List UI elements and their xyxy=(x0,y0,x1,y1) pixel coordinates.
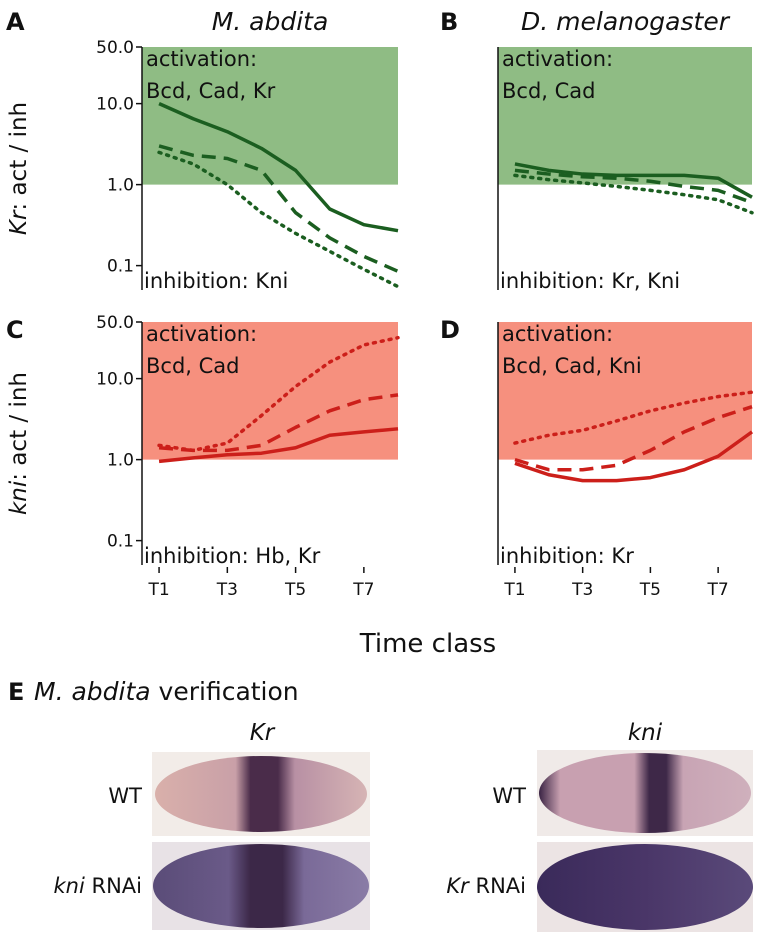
series-line xyxy=(514,168,753,205)
activation-label: Bcd, Cad xyxy=(146,354,240,378)
panel-title: M. abdita xyxy=(212,7,329,36)
x-tick-label: T5 xyxy=(284,580,306,600)
row-label: kni RNAi xyxy=(53,874,142,898)
panel-letter: E xyxy=(8,678,24,706)
row-label: WT xyxy=(492,784,526,808)
series-line xyxy=(514,430,754,483)
x-tick-label: T3 xyxy=(571,580,593,600)
x-tick-label: T3 xyxy=(216,580,238,600)
embryo-image xyxy=(152,752,370,836)
row-rest: RNAi xyxy=(91,874,142,898)
x-tick-label: T7 xyxy=(352,580,374,600)
series-line xyxy=(158,393,399,453)
activation-region xyxy=(142,322,398,460)
x-axis-label: Time class xyxy=(359,629,496,659)
activation-label: Bcd, Cad, Kni xyxy=(502,354,642,378)
label-rest: : act / inh xyxy=(6,102,32,211)
activation-label: activation: xyxy=(146,322,257,346)
panel-title: M. abdita verification xyxy=(34,677,299,706)
panel-title: D. melanogaster xyxy=(521,7,731,36)
label-rest: : act / inh xyxy=(6,372,32,481)
embryo-image xyxy=(537,750,753,836)
activation-label: activation: xyxy=(146,47,257,71)
panel-letter: C xyxy=(6,316,24,344)
title-rest: verification xyxy=(159,677,299,706)
activation-region xyxy=(498,47,752,185)
inhibition-label: inhibition: Hb, Kr xyxy=(144,544,321,568)
x-tick-label: T1 xyxy=(503,580,525,600)
embryo-image xyxy=(152,842,370,930)
column-label: kni xyxy=(628,720,663,746)
activation-label: activation: xyxy=(502,47,613,71)
series-line xyxy=(157,150,400,289)
panel-e: E M. abdita verification Kr kni WT kni R… xyxy=(8,677,753,932)
x-tick-label: T1 xyxy=(147,580,169,600)
y-tick-label: 50.0 xyxy=(96,313,134,333)
y-tick-label: 1.0 xyxy=(107,451,134,471)
panel: D T1 T3 T5 T7 activation: Bcd, Cad, Kni inhibit… xyxy=(440,316,754,600)
y-tick-label: 10.0 xyxy=(96,370,134,390)
series-line xyxy=(513,390,754,445)
y-axis-label: kni: act / inh xyxy=(6,372,32,515)
activation-label: Bcd, Cad, Kr xyxy=(146,79,276,103)
row-rest: WT xyxy=(108,784,142,808)
y-tick-label: 1.0 xyxy=(107,176,134,196)
embryo-image xyxy=(537,842,753,932)
series-line xyxy=(514,405,753,472)
series-line xyxy=(514,162,753,199)
activation-label: activation: xyxy=(502,322,613,346)
gene: Kr xyxy=(446,874,470,898)
gene: kni xyxy=(53,874,84,898)
inhibition-label: inhibition: Kr, Kni xyxy=(500,269,680,293)
series-line xyxy=(513,173,754,215)
panel: B D. melanogaster activation: Bcd, Cad inhib… xyxy=(440,7,754,293)
column-label: Kr xyxy=(250,720,276,746)
gene: Kr xyxy=(6,209,32,235)
series-line xyxy=(157,335,400,453)
y-tick-label: 0.1 xyxy=(107,532,134,552)
y-tick-label: 50.0 xyxy=(96,38,134,58)
panel: A M. abdita Kr: act / inh 50.0 10.0 1.0 0.1 act… xyxy=(6,7,400,293)
gene: kni xyxy=(6,480,32,515)
x-tick-label: T7 xyxy=(707,580,729,600)
series-line xyxy=(158,144,399,273)
row-rest: WT xyxy=(492,784,526,808)
panel-letter: A xyxy=(6,8,25,36)
inhibition-label: inhibition: Kr xyxy=(500,544,634,568)
series-line xyxy=(158,102,399,233)
series-line xyxy=(158,427,399,464)
species: M. abdita xyxy=(34,677,151,706)
panel-letter: B xyxy=(440,8,458,36)
x-tick-label: T5 xyxy=(639,580,661,600)
y-axis-label: Kr: act / inh xyxy=(6,102,32,235)
inhibition-label: inhibition: Kni xyxy=(144,269,288,293)
y-tick-label: 10.0 xyxy=(96,95,134,115)
row-label: WT xyxy=(108,784,142,808)
y-tick-label: 0.1 xyxy=(107,257,134,277)
panel-letter: D xyxy=(440,316,460,344)
row-label: Kr RNAi xyxy=(446,874,526,898)
activation-label: Bcd, Cad xyxy=(502,79,596,103)
row-rest: RNAi xyxy=(475,874,526,898)
